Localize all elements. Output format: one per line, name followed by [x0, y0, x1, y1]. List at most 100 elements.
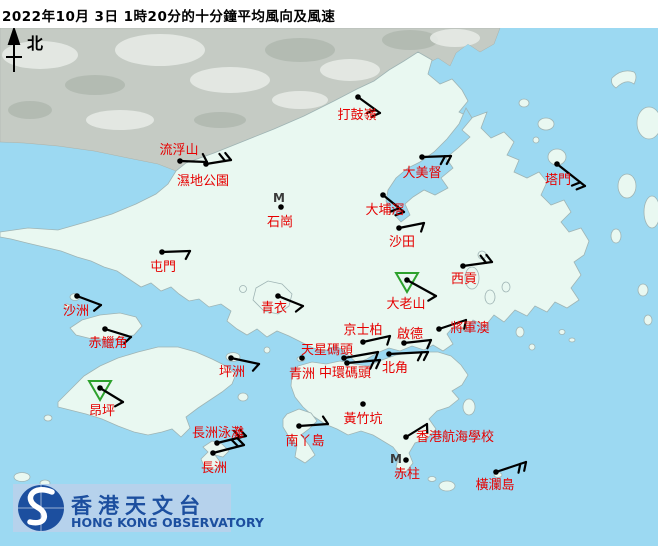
wind-barb [461, 253, 494, 268]
station-dot [102, 326, 108, 332]
station-dot [228, 355, 234, 361]
station-青衣: 青衣 [261, 293, 305, 316]
station-label: 赤鱲角 [88, 336, 127, 351]
wind-barb [98, 386, 125, 408]
tolo-harbour [385, 107, 473, 223]
north-label: 北 [27, 34, 43, 53]
station-dot [275, 293, 281, 299]
lantau-island [57, 346, 237, 438]
station-南丫島: 南丫島 [285, 415, 330, 449]
station-label: 京士柏 [343, 323, 382, 338]
station-label: 大美督 [402, 166, 441, 181]
station-dot [296, 423, 302, 429]
wind-barb [229, 356, 261, 372]
station-dot [386, 351, 392, 357]
station-label: 西貢 [451, 272, 477, 287]
chek-lap-kok-airport [69, 312, 143, 340]
station-label: 北角 [382, 361, 408, 376]
station-赤柱: M赤柱 [390, 452, 420, 482]
wind-barb [387, 350, 430, 362]
station-橫瀾島: 橫瀾島 [475, 460, 528, 493]
station-label: 流浮山 [159, 143, 198, 158]
station-塔門: 塔門 [545, 161, 587, 191]
tsing-yi-island [252, 280, 293, 315]
station-dot [214, 440, 220, 446]
wind-barb [342, 350, 380, 362]
station-label: 南丫島 [285, 433, 324, 449]
station-坪洲: 坪洲 [219, 355, 261, 380]
station-dot [554, 161, 560, 167]
station-dot [210, 450, 216, 456]
station-label: 大埔滘 [365, 203, 404, 218]
station-dot [401, 340, 407, 346]
station-dot [355, 94, 361, 100]
station-赤鱲角: 赤鱲角 [88, 326, 133, 351]
station-大老山: 大老山 [386, 272, 438, 312]
station-dot [341, 355, 347, 361]
wind-barb [204, 151, 233, 166]
station-北角: 北角 [382, 350, 430, 376]
wind-barb [160, 249, 192, 261]
station-dot [97, 385, 103, 391]
station-香港航海學校: 香港航海學校 [403, 422, 494, 445]
wind-barb [381, 193, 406, 217]
station-label: 屯門 [150, 260, 176, 275]
station-label: 濕地公園 [177, 174, 229, 189]
station-label: 黃竹坑 [343, 412, 382, 427]
station-長洲: 長洲 [201, 437, 246, 476]
station-dot [344, 360, 350, 366]
station-dot [74, 293, 80, 299]
station-label: 赤柱 [394, 467, 420, 482]
wind-barb [356, 95, 382, 118]
wind-barb [397, 221, 426, 233]
station-大埔滘: 大埔滘 [365, 192, 406, 218]
station-石崗: M 石崗 [267, 191, 293, 230]
station-dot [360, 339, 366, 345]
station-label: 長洲 [201, 461, 227, 476]
wind-barb [402, 338, 433, 350]
logo-swirl-icon [27, 487, 55, 526]
station-label: 塔門 [545, 173, 571, 188]
title-bar: 2022年10月 3日 1時20分的十分鐘平均風向及風速 [0, 0, 658, 28]
station-label: 橫瀾島 [475, 478, 514, 493]
station-label: 打鼓嶺 [337, 108, 376, 123]
station-dot [360, 401, 366, 407]
wind-barb [437, 318, 468, 331]
station-dot [380, 192, 386, 198]
station-label: 坪洲 [219, 365, 245, 380]
station-dot [159, 249, 165, 255]
station-label: 天星碼頭 [301, 343, 353, 358]
new-territories-landmass [0, 51, 590, 364]
station-dot [403, 457, 409, 463]
station-西貢: 西貢 [451, 253, 494, 287]
station-label: 青衣 [261, 300, 287, 316]
station-dot [177, 158, 183, 164]
station-沙洲: 沙洲 [63, 293, 103, 319]
wind-barb [555, 162, 587, 191]
missing-data-marker: M [390, 452, 402, 466]
small-islands [13, 98, 658, 492]
station-label: 長洲泳灘 [192, 426, 244, 441]
station-dot [203, 161, 209, 167]
station-label: 青洲 [289, 367, 315, 382]
wind-barb [103, 327, 133, 345]
station-label: 香港航海學校 [416, 429, 494, 445]
station-京士柏: 京士柏 [343, 323, 392, 346]
page-title: 2022年10月 3日 1時20分的十分鐘平均風向及風速 [2, 9, 336, 25]
station-dot [436, 326, 442, 332]
station-青洲: 青洲 [289, 355, 315, 382]
station-濕地公園: 濕地公園 [177, 151, 233, 189]
wind-barb [75, 294, 103, 312]
station-label: 昂坪 [89, 404, 115, 419]
north-arrow-icon [7, 25, 21, 45]
station-沙田: 沙田 [389, 221, 426, 250]
wind-barb [361, 334, 392, 346]
wind-barb [420, 154, 453, 166]
wind-barb [297, 415, 330, 428]
station-label: 大老山 [386, 297, 425, 312]
station-啟德: 啟德 [397, 327, 433, 350]
station-大美督: 大美督 [402, 154, 453, 181]
station-流浮山: 流浮山 [159, 143, 209, 164]
station-label: 將軍澳 [450, 320, 489, 336]
